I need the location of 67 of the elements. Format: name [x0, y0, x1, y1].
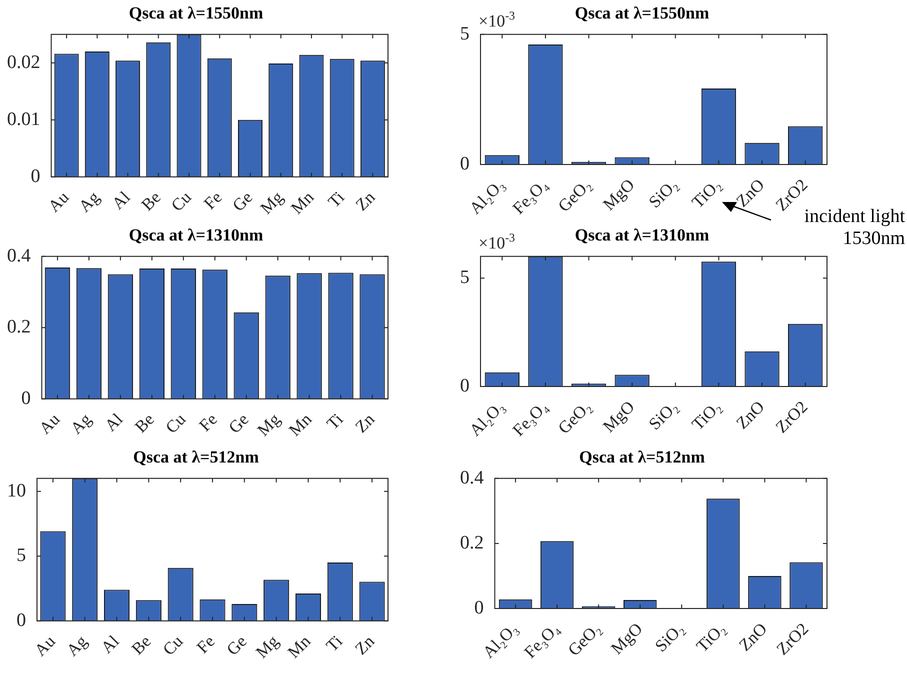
x-tick-label: Ti [323, 409, 347, 434]
x-tick-label: GeO₂ [564, 619, 605, 660]
x-tick-label: Fe [193, 632, 218, 658]
x-tick-label: Zn [351, 409, 379, 436]
x-tick-label: Al [100, 409, 127, 436]
x-tick-label: GeO₂ [554, 397, 595, 438]
x-tick-label: ZnO [732, 397, 768, 433]
y-tick-label: 5 [460, 267, 470, 288]
x-tick-label: Al [97, 631, 123, 658]
x-tick-label: Au [44, 187, 73, 216]
y-tick-label: 0 [30, 166, 40, 187]
x-tick-label: Mg [256, 187, 288, 218]
x-tick-label: TiO₂ [688, 175, 725, 212]
y-tick-label: 0.01 [7, 108, 40, 130]
x-tick-label: Fe [200, 188, 226, 214]
y-tick-label: 5 [460, 23, 470, 44]
y-tick-label: 0 [460, 153, 470, 174]
y-tick-label: 0.4 [7, 245, 32, 266]
y-tick-label: 0 [16, 610, 26, 631]
chart-title: Qsca at λ=512nm [579, 448, 705, 467]
x-tick-label: Ge [228, 188, 256, 216]
chart-title: Qsca at λ=1310nm [128, 226, 264, 245]
x-tick-label: Zn [352, 187, 380, 214]
x-tick-label: SiO₂ [651, 619, 688, 656]
x-tick-label: Mn [284, 631, 315, 662]
x-tick-label: Be [128, 632, 155, 658]
x-tick-label: TiO₂ [688, 397, 725, 434]
x-tick-label: ZnO [735, 619, 771, 655]
x-tick-label: Mg [254, 409, 284, 440]
x-tick-label: Cu [168, 187, 196, 216]
x-tick-label: Cu [162, 409, 190, 438]
x-tick-label: Au [35, 409, 64, 438]
y-tick-label: 0.02 [7, 52, 40, 73]
x-tick-label: TiO₂ [692, 619, 730, 656]
x-tick-label: Fe [195, 410, 221, 436]
chart-title: Qsca at λ=1550nm [574, 4, 710, 23]
y-tick-label: 0 [21, 388, 31, 409]
chart-title: Qsca at λ=1310nm [574, 226, 710, 245]
x-tick-label: Au [30, 631, 60, 660]
x-tick-label: Be [131, 410, 158, 436]
x-tick-label: Be [138, 188, 164, 214]
x-tick-label: Ti [322, 631, 346, 656]
y-tick-label: 0 [460, 375, 470, 396]
x-tick-label: Ag [75, 187, 104, 216]
x-tick-label: Al [108, 187, 134, 214]
x-tick-label: Ag [66, 409, 96, 438]
x-tick-label: Ag [62, 631, 92, 660]
y-tick-label: 0 [474, 597, 484, 618]
y-tick-label: 0.2 [460, 532, 484, 554]
y-tick-label: 5 [16, 545, 26, 566]
x-tick-label: Ge [224, 410, 252, 438]
y-tick-label: 0.4 [460, 467, 484, 488]
x-tick-label: ZnO [732, 175, 768, 211]
x-tick-label: SiO₂ [645, 397, 682, 434]
x-tick-label: Zn [351, 631, 378, 658]
x-tick-label: Mn [287, 187, 318, 218]
x-tick-label: Cu [159, 631, 187, 660]
x-tick-label: Ti [324, 187, 348, 212]
chart-title: Qsca at λ=1550nm [128, 4, 264, 23]
chart-title: Qsca at λ=512nm [133, 448, 259, 467]
y-tick-label: 10 [7, 480, 26, 502]
x-tick-label: Ge [222, 632, 250, 660]
x-tick-label: Mn [285, 409, 316, 440]
x-tick-label: SiO₂ [645, 175, 682, 212]
y-tick-label: 0.2 [7, 316, 31, 338]
x-tick-label: Mg [252, 631, 283, 662]
x-tick-label: GeO₂ [554, 175, 595, 216]
